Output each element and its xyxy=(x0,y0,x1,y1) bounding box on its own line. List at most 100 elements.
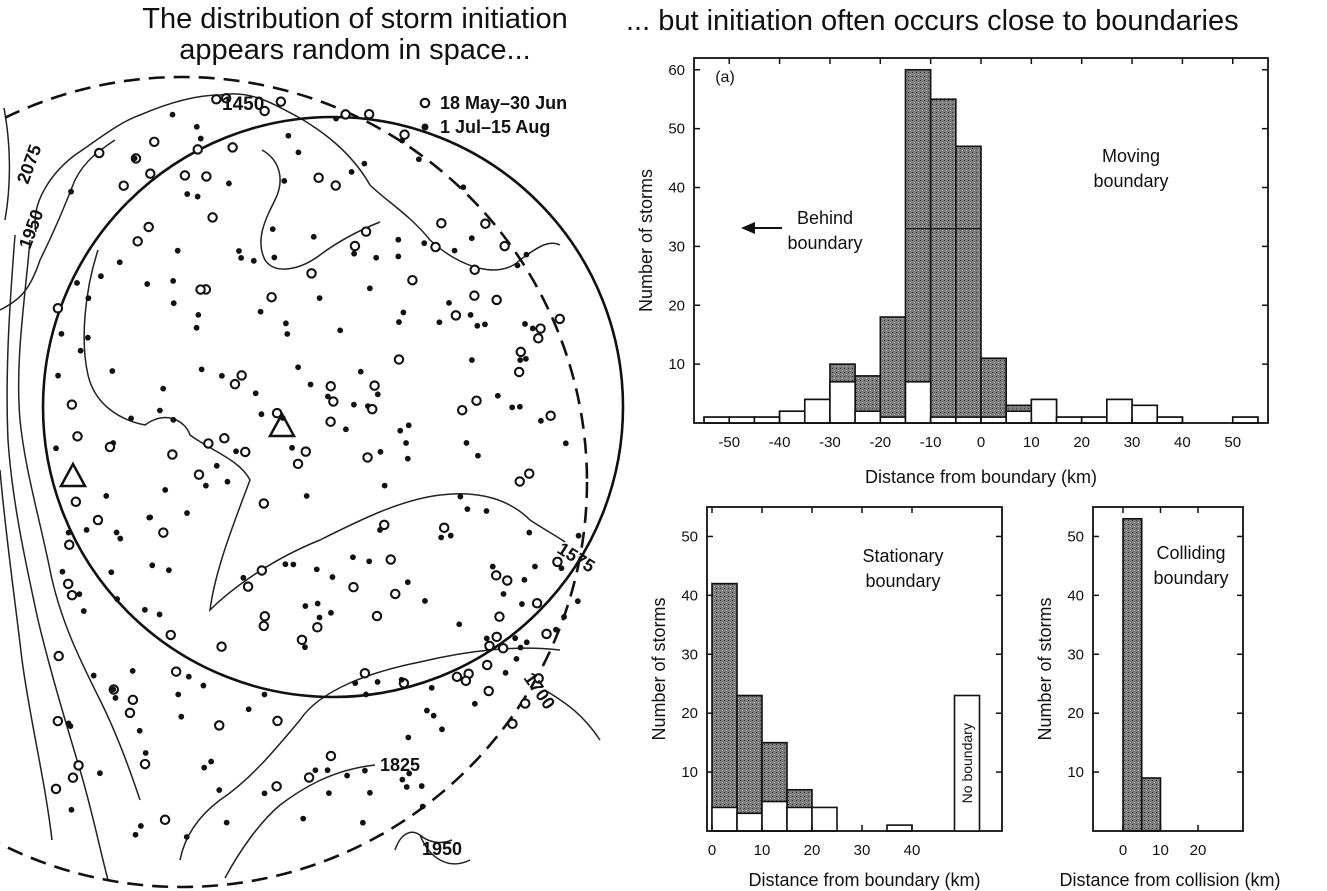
storm-point-filled xyxy=(185,673,192,680)
storm-point-open xyxy=(220,92,232,104)
storm-point-filled xyxy=(316,614,323,621)
stationary-boundary-label-line2: boundary xyxy=(865,571,940,591)
storm-point-open xyxy=(52,715,64,727)
storm-point-filled xyxy=(131,155,138,162)
storm-points xyxy=(50,92,582,840)
storm-point-open xyxy=(471,395,482,406)
storm-point-open xyxy=(179,170,191,181)
colliding-plot-frame xyxy=(1092,506,1244,832)
storm-point-filled xyxy=(405,422,412,429)
storm-point-filled xyxy=(482,321,488,328)
storm-point-open xyxy=(469,290,480,301)
storm-point-filled xyxy=(136,727,143,734)
storm-point-open xyxy=(359,667,371,679)
moving-y-tick-label: 10 xyxy=(668,356,685,373)
storm-point-open xyxy=(325,750,337,762)
storm-point-open xyxy=(229,378,241,390)
storm-point-filled xyxy=(362,767,368,774)
contour-line-1700-b xyxy=(179,647,561,861)
storm-point-filled xyxy=(397,427,404,434)
storm-point-open xyxy=(438,522,450,533)
storm-point-filled xyxy=(418,783,425,789)
moving-y-tick-label: 20 xyxy=(668,297,685,314)
storm-point-filled xyxy=(313,566,320,573)
stationary-plot-frame xyxy=(706,506,1003,832)
storm-point-filled xyxy=(96,770,103,777)
stationary-open-bar xyxy=(786,806,813,832)
storm-point-filled xyxy=(261,790,268,797)
storm-point-filled xyxy=(509,404,516,411)
moving-x-tick-label: 10 xyxy=(1023,434,1040,451)
moving-open-bar xyxy=(1030,398,1058,424)
storm-point-filled xyxy=(59,568,66,575)
storm-point-filled xyxy=(405,734,412,741)
storm-point-filled xyxy=(517,357,524,364)
storm-point-open xyxy=(469,264,480,276)
storm-point-open xyxy=(159,814,171,826)
moving-open-bar xyxy=(904,380,932,424)
storm-point-filled xyxy=(281,178,288,184)
storm-point-filled xyxy=(84,334,91,341)
storm-point-filled xyxy=(474,322,481,329)
storm-point-filled xyxy=(424,707,430,714)
storm-point-filled xyxy=(285,132,292,139)
storm-point-open xyxy=(306,268,317,279)
storm-point-filled xyxy=(463,440,470,446)
storm-point-filled xyxy=(117,535,124,542)
storm-point-filled xyxy=(160,385,167,392)
storm-point-open xyxy=(271,407,283,419)
storm-point-filled xyxy=(109,368,116,374)
storm-point-filled xyxy=(157,407,163,414)
storm-point-filled xyxy=(290,561,297,568)
storm-point-open xyxy=(501,575,513,586)
storm-point-filled xyxy=(175,691,182,698)
storm-point-open xyxy=(491,294,502,306)
storm-point-open xyxy=(132,236,143,247)
storm-point-filled xyxy=(295,364,301,371)
storm-point-filled xyxy=(77,347,84,354)
storm-point-open xyxy=(483,685,494,697)
storm-point-filled xyxy=(464,506,471,513)
moving-x-tick-label: -10 xyxy=(920,434,942,451)
storm-point-filled xyxy=(469,357,475,363)
storm-point-open xyxy=(207,212,218,223)
storm-point-filled xyxy=(460,184,467,191)
storm-point-open xyxy=(325,416,336,427)
storm-point-open xyxy=(201,171,212,182)
moving-boundary-label-line2: boundary xyxy=(1093,171,1168,191)
storm-point-filled xyxy=(366,285,373,292)
moving-x-tick-label: 50 xyxy=(1224,434,1241,451)
storm-point-filled xyxy=(58,330,65,337)
stationary-open-bar xyxy=(736,812,763,832)
storm-point-filled xyxy=(303,493,310,499)
storm-point-filled xyxy=(329,574,336,580)
radar-range-dashed-circle xyxy=(0,75,589,889)
no-boundary-bar xyxy=(953,694,981,832)
storm-point-filled xyxy=(165,567,172,574)
storm-point-filled xyxy=(103,493,110,499)
moving-open-bar xyxy=(829,380,856,424)
storm-point-filled xyxy=(558,565,565,572)
stationary-y-tick-label: 50 xyxy=(681,528,698,545)
storm-point-open xyxy=(451,671,463,683)
storm-point-open xyxy=(149,136,160,148)
storm-point-open xyxy=(533,673,544,684)
radar-site-triangle-east xyxy=(267,411,297,438)
storm-point-open xyxy=(393,354,405,365)
storm-point-filled xyxy=(357,368,364,375)
storm-point-open xyxy=(407,274,418,286)
storm-point-open xyxy=(145,168,156,179)
storm-point-open xyxy=(390,588,401,600)
storm-point-open xyxy=(312,622,323,633)
moving-x-tick-label: -40 xyxy=(769,434,791,451)
storm-point-filled xyxy=(396,319,402,325)
storm-point-filled xyxy=(529,325,536,332)
moving-x-axis-label: Distance from boundary (km) xyxy=(865,467,1097,487)
storm-point-filled xyxy=(502,669,509,676)
stationary-x-tick-label: 0 xyxy=(708,842,716,859)
moving-stippled-bar xyxy=(904,68,932,424)
storm-point-open xyxy=(193,469,205,480)
storm-point-filled xyxy=(403,440,409,446)
storm-point-open xyxy=(460,675,472,687)
